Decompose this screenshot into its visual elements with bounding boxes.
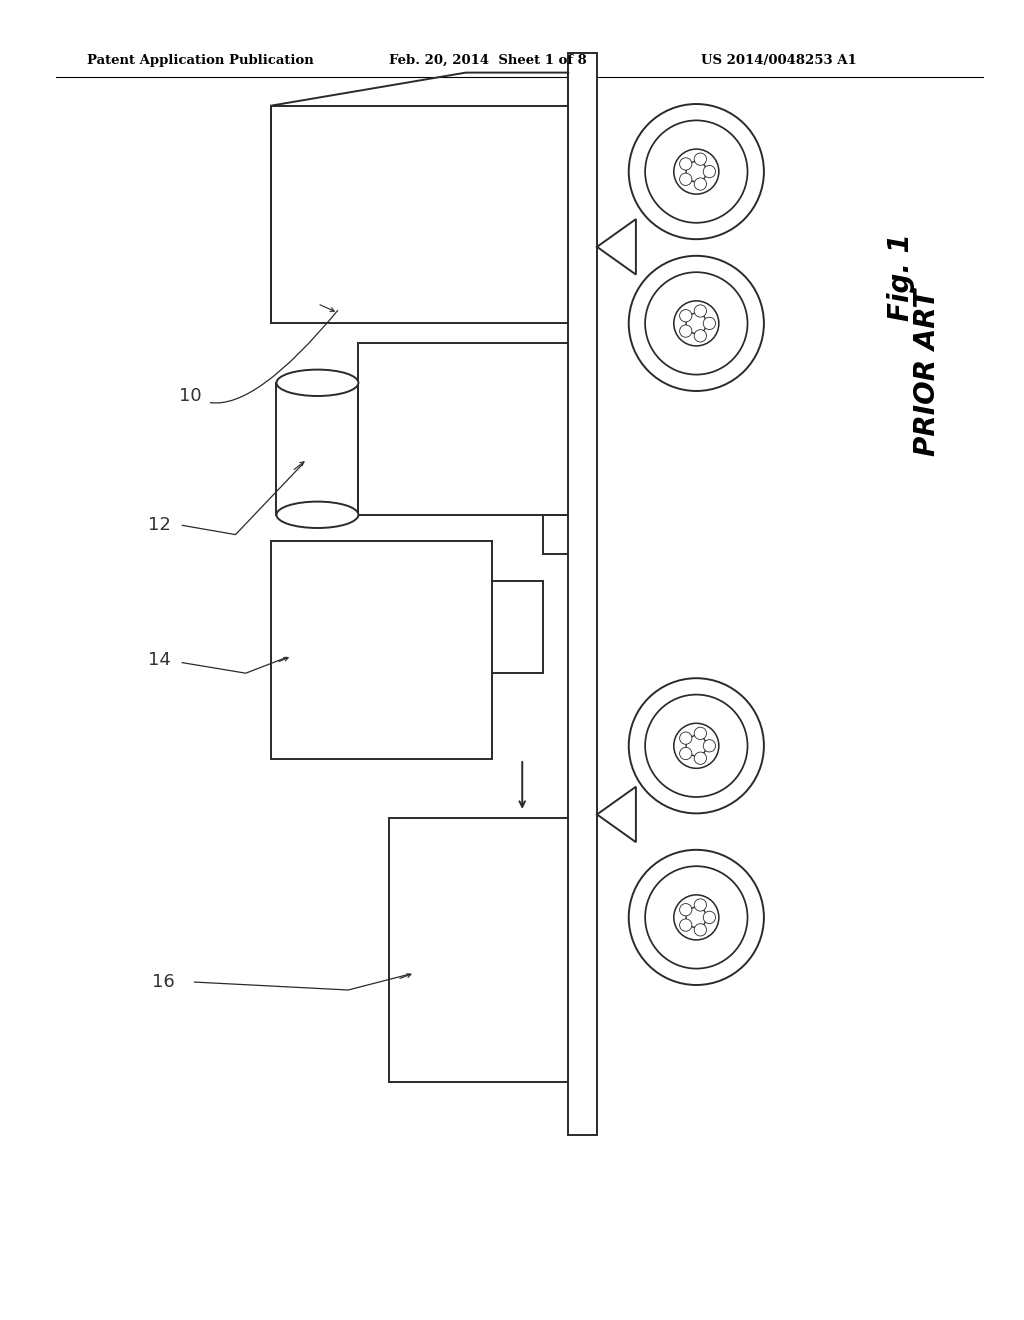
Circle shape bbox=[680, 733, 692, 744]
Polygon shape bbox=[597, 219, 636, 275]
Circle shape bbox=[645, 120, 748, 223]
Circle shape bbox=[703, 165, 716, 178]
Circle shape bbox=[629, 256, 764, 391]
Circle shape bbox=[686, 735, 707, 756]
Circle shape bbox=[674, 895, 719, 940]
Circle shape bbox=[680, 919, 692, 931]
Text: 16: 16 bbox=[152, 973, 174, 991]
Circle shape bbox=[703, 739, 716, 752]
Circle shape bbox=[694, 752, 707, 764]
Circle shape bbox=[694, 305, 707, 317]
Text: Patent Application Publication: Patent Application Publication bbox=[87, 54, 313, 67]
Circle shape bbox=[629, 678, 764, 813]
Circle shape bbox=[680, 904, 692, 916]
Text: Feb. 20, 2014  Sheet 1 of 8: Feb. 20, 2014 Sheet 1 of 8 bbox=[389, 54, 587, 67]
Circle shape bbox=[694, 153, 707, 165]
Circle shape bbox=[703, 911, 716, 924]
Ellipse shape bbox=[276, 370, 358, 396]
Circle shape bbox=[694, 330, 707, 342]
Bar bbox=[271, 541, 492, 759]
Circle shape bbox=[694, 924, 707, 936]
Text: 14: 14 bbox=[148, 651, 171, 669]
Circle shape bbox=[674, 149, 719, 194]
Circle shape bbox=[629, 850, 764, 985]
Text: PRIOR ART: PRIOR ART bbox=[912, 289, 941, 455]
Circle shape bbox=[629, 104, 764, 239]
Ellipse shape bbox=[276, 502, 358, 528]
Circle shape bbox=[694, 899, 707, 911]
Text: US 2014/0048253 A1: US 2014/0048253 A1 bbox=[701, 54, 857, 67]
Circle shape bbox=[686, 907, 707, 928]
Text: 10: 10 bbox=[179, 387, 202, 405]
Bar bbox=[389, 818, 568, 1082]
Polygon shape bbox=[597, 787, 636, 842]
Circle shape bbox=[694, 727, 707, 739]
Circle shape bbox=[680, 173, 692, 185]
Circle shape bbox=[674, 301, 719, 346]
Circle shape bbox=[645, 272, 748, 375]
Circle shape bbox=[680, 158, 692, 170]
Circle shape bbox=[694, 178, 707, 190]
Circle shape bbox=[645, 866, 748, 969]
Circle shape bbox=[703, 317, 716, 330]
Text: Fig. 1: Fig. 1 bbox=[887, 234, 915, 321]
Bar bbox=[568, 53, 597, 1135]
Text: 12: 12 bbox=[148, 516, 171, 535]
Circle shape bbox=[686, 161, 707, 182]
Circle shape bbox=[686, 313, 707, 334]
Bar bbox=[271, 106, 568, 323]
Circle shape bbox=[680, 325, 692, 337]
Circle shape bbox=[645, 694, 748, 797]
Circle shape bbox=[674, 723, 719, 768]
Circle shape bbox=[680, 747, 692, 759]
Circle shape bbox=[680, 310, 692, 322]
Bar bbox=[358, 343, 568, 515]
